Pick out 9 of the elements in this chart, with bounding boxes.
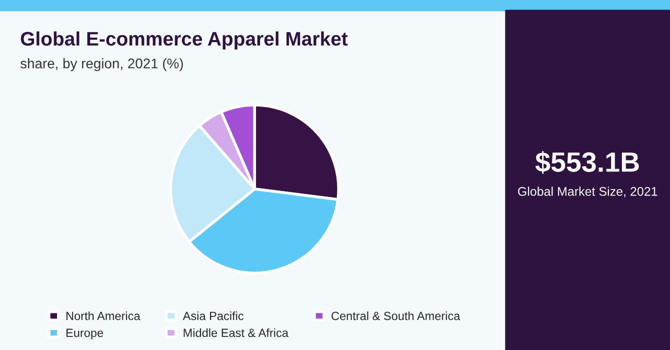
chart-subtitle: share, by region, 2021 (%) [20,58,183,72]
legend-label: North America [66,311,140,320]
legend-label: Europe [66,328,104,340]
chart-title: Global E-commerce Apparel Market [20,31,348,50]
legend-label: Asia Pacific [182,311,244,320]
legend-label: Central & South America [332,311,460,320]
text: Global Market Size, 2021 [518,186,658,198]
legend-label: Middle East & Africa [184,328,288,338]
text: $553.1B [535,151,639,174]
